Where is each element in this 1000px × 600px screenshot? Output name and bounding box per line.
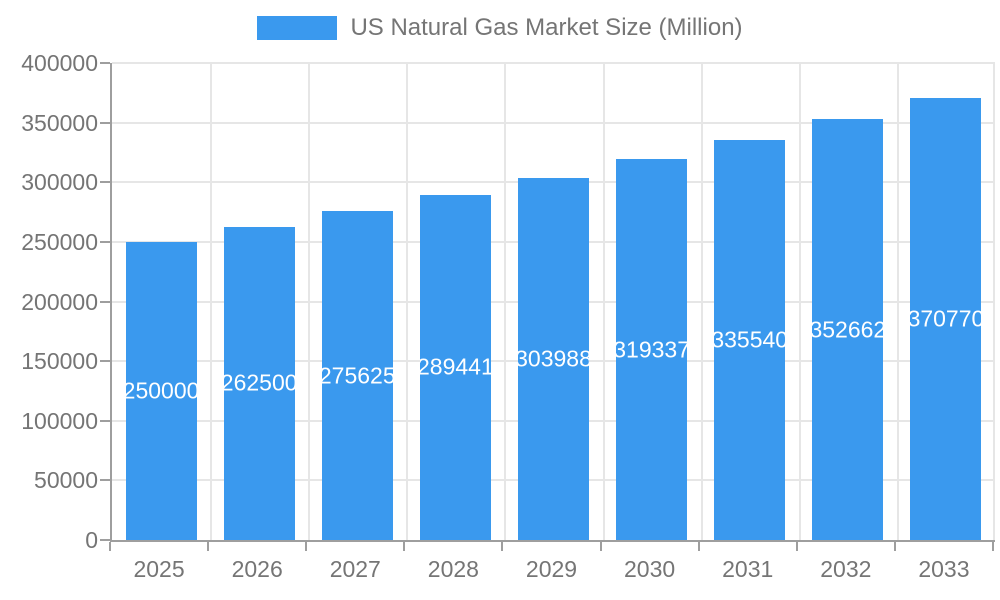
y-axis-tick [100, 479, 110, 482]
x-gridline [896, 63, 899, 540]
bar[interactable]: 303988 [518, 177, 589, 540]
x-axis-tick [795, 542, 798, 551]
y-axis-tick [100, 539, 110, 541]
legend-swatch [257, 16, 338, 40]
y-axis-label: 200000 [21, 288, 98, 315]
y-axis-label: 50000 [34, 467, 98, 494]
y-axis-tick [100, 181, 110, 184]
x-gridline [993, 63, 995, 540]
y-axis-label: 400000 [21, 50, 98, 76]
x-axis-label: 2031 [722, 556, 774, 582]
y-axis-label: 100000 [21, 407, 98, 434]
bar[interactable]: 335540 [714, 139, 786, 540]
x-gridline [602, 63, 605, 540]
bar[interactable]: 262500 [223, 226, 295, 540]
x-axis-tick [992, 542, 994, 551]
y-axis-label: 350000 [21, 109, 98, 136]
bar-value-label: 289441 [419, 353, 491, 380]
x-axis-tick [697, 542, 700, 551]
y-axis-label: 250000 [21, 228, 98, 255]
y-axis-label: 300000 [21, 169, 98, 196]
bar[interactable]: 289441 [419, 194, 491, 540]
bar[interactable]: 370770 [910, 97, 982, 540]
x-axis-tick [403, 542, 406, 551]
x-axis-label: 2032 [820, 556, 872, 582]
chart-title: US Natural Gas Market Size (Million) [350, 14, 743, 41]
y-gridline [112, 121, 995, 124]
bar[interactable]: 250000 [125, 241, 197, 540]
plot-area: 250000 262500 275625 289441 303988 319337 3355… [110, 62, 995, 542]
y-axis-tick [100, 419, 110, 422]
y-axis-label: 0 [85, 527, 98, 553]
y-axis-tick [100, 300, 110, 303]
x-gridline [308, 63, 311, 540]
x-axis-label: 2027 [329, 556, 381, 582]
y-axis-tick [100, 360, 110, 363]
y-gridline [112, 62, 995, 64]
x-gridline [210, 63, 213, 540]
bar[interactable]: 275625 [321, 211, 393, 540]
x-axis-label: 2029 [525, 556, 578, 582]
bar-value-label: 335540 [714, 326, 786, 353]
bar[interactable]: 319337 [616, 159, 688, 540]
y-axis-tick [100, 240, 110, 243]
x-gridline [406, 63, 409, 540]
x-axis-tick [893, 542, 896, 551]
bar-value-label: 352662 [812, 316, 884, 343]
bar-value-label: 275625 [321, 362, 393, 389]
y-axis-label: 150000 [21, 348, 98, 375]
legend[interactable]: US Natural Gas Market Size (Million) [0, 14, 1000, 42]
x-axis-label: 2033 [918, 556, 970, 582]
bar-value-label: 319337 [616, 336, 688, 363]
y-axis-tick [100, 121, 110, 124]
x-gridline [798, 63, 801, 540]
bar-value-label: 250000 [125, 377, 197, 404]
bar-value-label: 370770 [910, 305, 982, 332]
x-axis-label: 2025 [133, 556, 185, 582]
x-gridline [700, 63, 703, 540]
bar-value-label: 303988 [518, 345, 589, 372]
bar[interactable]: 352662 [812, 119, 884, 540]
x-axis-label: 2030 [624, 556, 676, 582]
y-axis-tick [100, 62, 110, 64]
x-axis-tick [109, 542, 111, 551]
x-axis-tick [305, 542, 308, 551]
x-axis-tick [501, 542, 504, 551]
x-gridline [504, 63, 507, 540]
x-axis-label: 2028 [427, 556, 479, 582]
x-axis-tick [599, 542, 602, 551]
x-axis-label: 2026 [231, 556, 283, 582]
x-axis-tick [207, 542, 210, 551]
bar-value-label: 262500 [223, 369, 295, 396]
